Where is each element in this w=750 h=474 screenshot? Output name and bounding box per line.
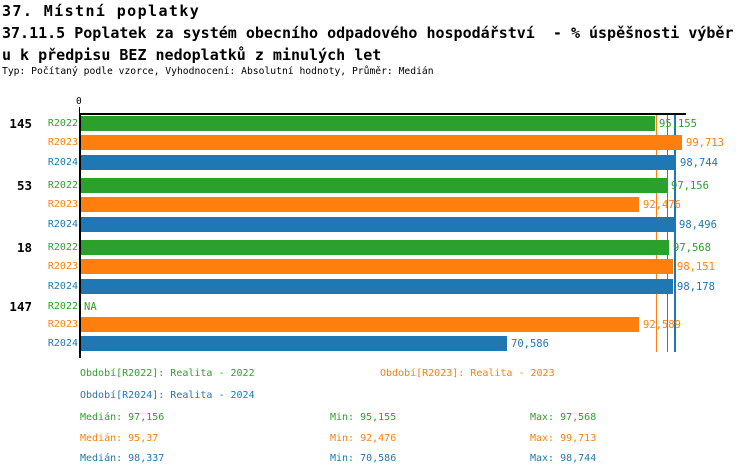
bar-r2024 [81,155,676,170]
stat-min-r2022: Min: 95,155 [330,412,397,423]
median-line-r2024 [673,113,676,352]
group-label: 145 [9,116,32,131]
median-line-r2023 [656,113,658,352]
stat-min-r2024: Min: 70,586 [330,453,397,464]
bar-value-label: 92,476 [643,198,681,211]
stat-median-r2023: Medián: 95,37 [80,433,159,444]
stat-max-r2022: Max: 97,568 [530,412,597,423]
x-axis-tick [79,107,80,113]
series-label-r2022: R2022 [47,180,78,191]
report-meta: Typ: Počítaný podle vzorce, Vyhodnocení:… [2,66,434,77]
report-title: 37. Místní poplatky [2,2,201,20]
series-label-r2024: R2024 [47,157,78,168]
stat-max-r2023: Max: 99,713 [530,433,597,444]
legend-item-r2022: Období[R2022]: Realita - 2022 [80,368,255,379]
group-label: 53 [16,178,32,193]
report-subtitle-line2: u k předpisu BEZ nedoplatků z minulých l… [2,46,382,64]
y-axis-line [79,113,81,358]
bar-value-label: 99,713 [686,136,724,149]
series-label-r2024: R2024 [47,219,78,230]
bar-value-label: 98,151 [677,260,715,273]
group-label: 18 [16,240,32,255]
bar-value-label: 70,586 [511,337,549,350]
bar-value-label: 95,155 [659,117,697,130]
bar-value-label: 98,178 [677,280,715,293]
report-subtitle-line1: 37.11.5 Poplatek za systém obecního odpa… [2,24,734,42]
bar-r2023 [81,197,639,212]
group-label: 147 [9,299,32,314]
series-label-r2023: R2023 [47,137,78,148]
bar-r2022 [81,116,655,131]
series-label-r2024: R2024 [47,281,78,292]
stat-min-r2023: Min: 92,476 [330,433,397,444]
bar-r2023 [81,259,673,274]
legend-item-r2024: Období[R2024]: Realita - 2024 [80,390,255,401]
bar-value-label: NA [84,300,97,313]
bar-r2022 [81,178,667,193]
bar-r2024 [81,336,507,351]
bar-value-label: 98,496 [679,218,717,231]
bar-value-label: 97,156 [671,179,709,192]
series-label-r2022: R2022 [47,242,78,253]
series-label-r2022: R2022 [47,118,78,129]
series-label-r2022: R2022 [47,301,78,312]
bar-r2022 [81,240,669,255]
bar-value-label: 92,589 [643,318,681,331]
stat-max-r2024: Max: 98,744 [530,453,597,464]
series-label-r2023: R2023 [47,261,78,272]
series-label-r2023: R2023 [47,319,78,330]
bar-value-label: 97,568 [673,241,711,254]
series-label-r2023: R2023 [47,199,78,210]
bar-r2023 [81,135,682,150]
stat-median-r2022: Medián: 97,156 [80,412,165,423]
legend-item-r2023: Období[R2023]: Realita - 2023 [380,368,555,379]
bar-r2023 [81,317,639,332]
series-label-r2024: R2024 [47,338,78,349]
bar-value-label: 98,744 [680,156,718,169]
stat-median-r2024: Medián: 98,337 [80,453,165,464]
median-line-r2022 [666,113,668,352]
bar-r2024 [81,217,675,232]
x-axis-line [79,113,686,115]
x-axis-zero-label: 0 [76,96,82,107]
bar-r2024 [81,279,673,294]
